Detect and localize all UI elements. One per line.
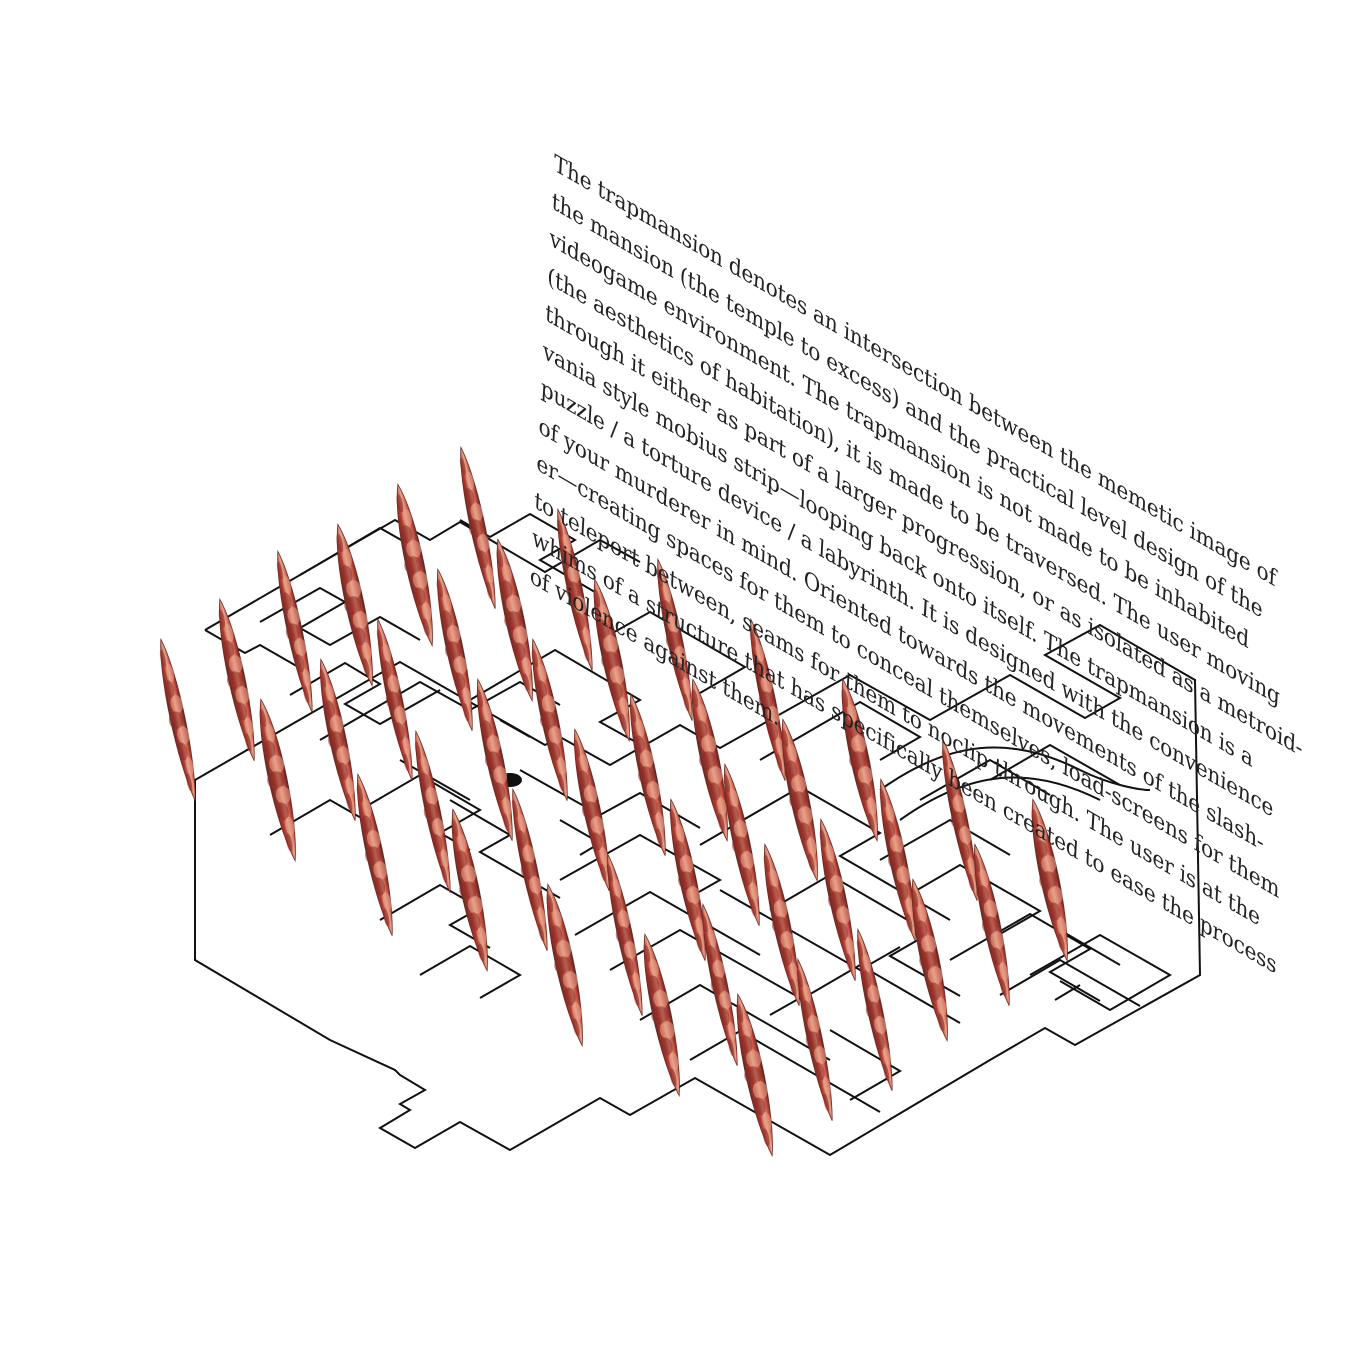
flesh-spike-icon: [319, 657, 356, 821]
plan-wall: [449, 799, 561, 899]
flesh-spike-icon: [459, 445, 496, 609]
plan-wall: [204, 518, 641, 631]
plan-wall: [949, 912, 1101, 1002]
flesh-spike-icon: [218, 597, 255, 761]
flesh-spike-icon: [476, 677, 513, 841]
flesh-spike-icon: [973, 842, 1010, 1006]
flesh-spike-icon: [911, 878, 948, 1043]
plan-wall: [999, 958, 1141, 1007]
plan-curve: [899, 776, 1101, 821]
flesh-spike-icon: [819, 817, 856, 981]
plan-wall: [499, 719, 531, 738]
flesh-spike-icon: [1031, 798, 1068, 963]
plan-wall: [574, 890, 761, 956]
flesh-spike-icon: [781, 718, 818, 883]
flesh-spike-icon: [941, 737, 978, 901]
flesh-spike-icon: [606, 852, 643, 1016]
flesh-spike-icon: [336, 523, 373, 688]
plan-wall: [419, 944, 522, 999]
plan-wall: [1029, 933, 1172, 1012]
flesh-spike-icon: [276, 549, 313, 713]
flesh-spike-icon: [546, 883, 583, 1048]
flesh-spike-icon: [656, 557, 693, 721]
flesh-spike-icon: [796, 957, 833, 1121]
plan-wall: [829, 1029, 902, 1101]
flesh-spike-icon: [879, 777, 916, 941]
plan-wall: [759, 700, 922, 761]
plan-wall: [919, 758, 1051, 801]
flesh-spike-icon: [749, 617, 786, 781]
plan-wall: [599, 610, 747, 694]
flesh-spike-icon: [376, 617, 413, 781]
plan-wall: [359, 773, 482, 851]
plan-wall: [299, 526, 411, 576]
flesh-spike-icon: [556, 507, 593, 671]
plan-wall: [989, 743, 1121, 786]
plan-wall: [1054, 984, 1081, 1001]
flesh-spike-icon: [511, 787, 548, 951]
flesh-spike-icon: [356, 772, 393, 936]
plan-wall: [899, 863, 1043, 935]
flesh-spike-icon: [701, 902, 738, 1066]
flesh-spike-icon: [629, 692, 666, 856]
plan-wall: [204, 629, 301, 669]
plan-wall: [1059, 929, 1121, 966]
flesh-spike-icon: [691, 678, 728, 843]
flesh-spike-icon: [573, 727, 610, 891]
flesh-spike-icon: [496, 538, 533, 703]
flesh-spike-icon: [436, 567, 473, 731]
flesh-spike-icon: [856, 927, 893, 1091]
flesh-spike-icon: [643, 933, 680, 1098]
flesh-spike-icon: [841, 678, 878, 843]
plan-wall: [719, 889, 901, 972]
flesh-spike-icon: [451, 808, 488, 973]
spikes-group: [159, 445, 1068, 1158]
plan-wall: [289, 661, 441, 726]
flesh-spike-icon: [159, 637, 196, 801]
flesh-spike-icon: [736, 993, 773, 1158]
flesh-spike-icon: [259, 698, 296, 863]
flesh-spike-icon: [593, 578, 630, 743]
flesh-spike-icon: [531, 637, 568, 801]
plan-curve: [879, 746, 1151, 791]
flesh-spike-icon: [669, 797, 706, 961]
flesh-spike-icon: [414, 729, 451, 893]
flesh-spike-icon: [396, 483, 433, 648]
plan-wall: [699, 785, 951, 921]
flesh-spike-icon: [723, 762, 760, 926]
flesh-spike-icon: [763, 842, 800, 1006]
